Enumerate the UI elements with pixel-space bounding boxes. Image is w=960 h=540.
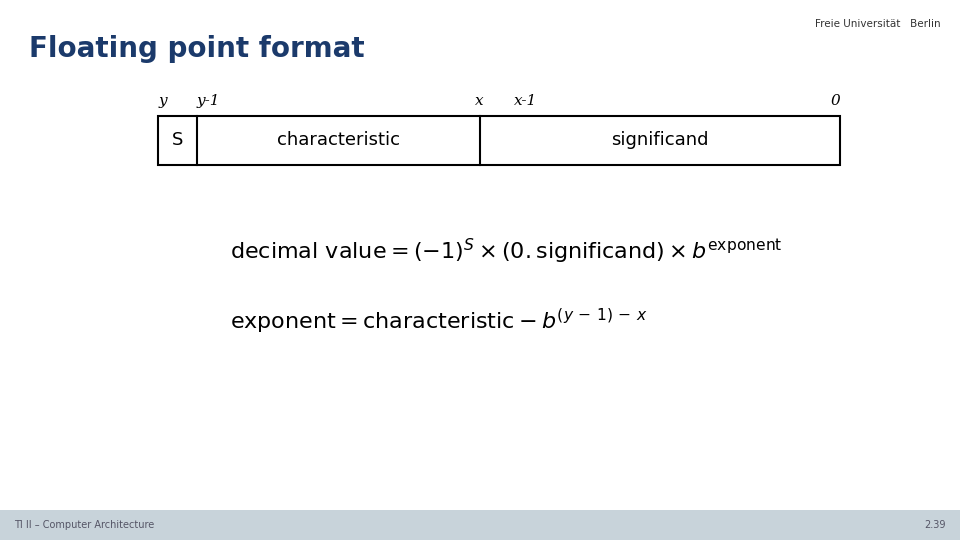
Text: TI II – Computer Architecture: TI II – Computer Architecture — [14, 520, 155, 530]
Text: $\mathrm{decimal\ value} = (-1)^S \times (0.\mathrm{significand}) \times b^{\mat: $\mathrm{decimal\ value} = (-1)^S \times… — [230, 237, 783, 266]
Text: y: y — [158, 94, 167, 108]
Text: significand: significand — [612, 131, 708, 150]
Text: Freie Universität   Berlin: Freie Universität Berlin — [815, 19, 941, 29]
Text: 0: 0 — [830, 94, 840, 108]
Text: Floating point format: Floating point format — [29, 35, 365, 63]
Text: x-1: x-1 — [514, 94, 537, 108]
Bar — [158, 116, 840, 165]
Text: y-1: y-1 — [197, 94, 220, 108]
Text: 2.39: 2.39 — [924, 520, 946, 530]
Text: $\mathrm{exponent} = \mathrm{characteristic} - b^{(y\,-\,1)\,-\,x}$: $\mathrm{exponent} = \mathrm{characteris… — [230, 307, 648, 336]
Text: S: S — [172, 131, 183, 150]
Text: x: x — [475, 94, 484, 108]
Text: characteristic: characteristic — [276, 131, 400, 150]
Bar — [0, 510, 960, 540]
